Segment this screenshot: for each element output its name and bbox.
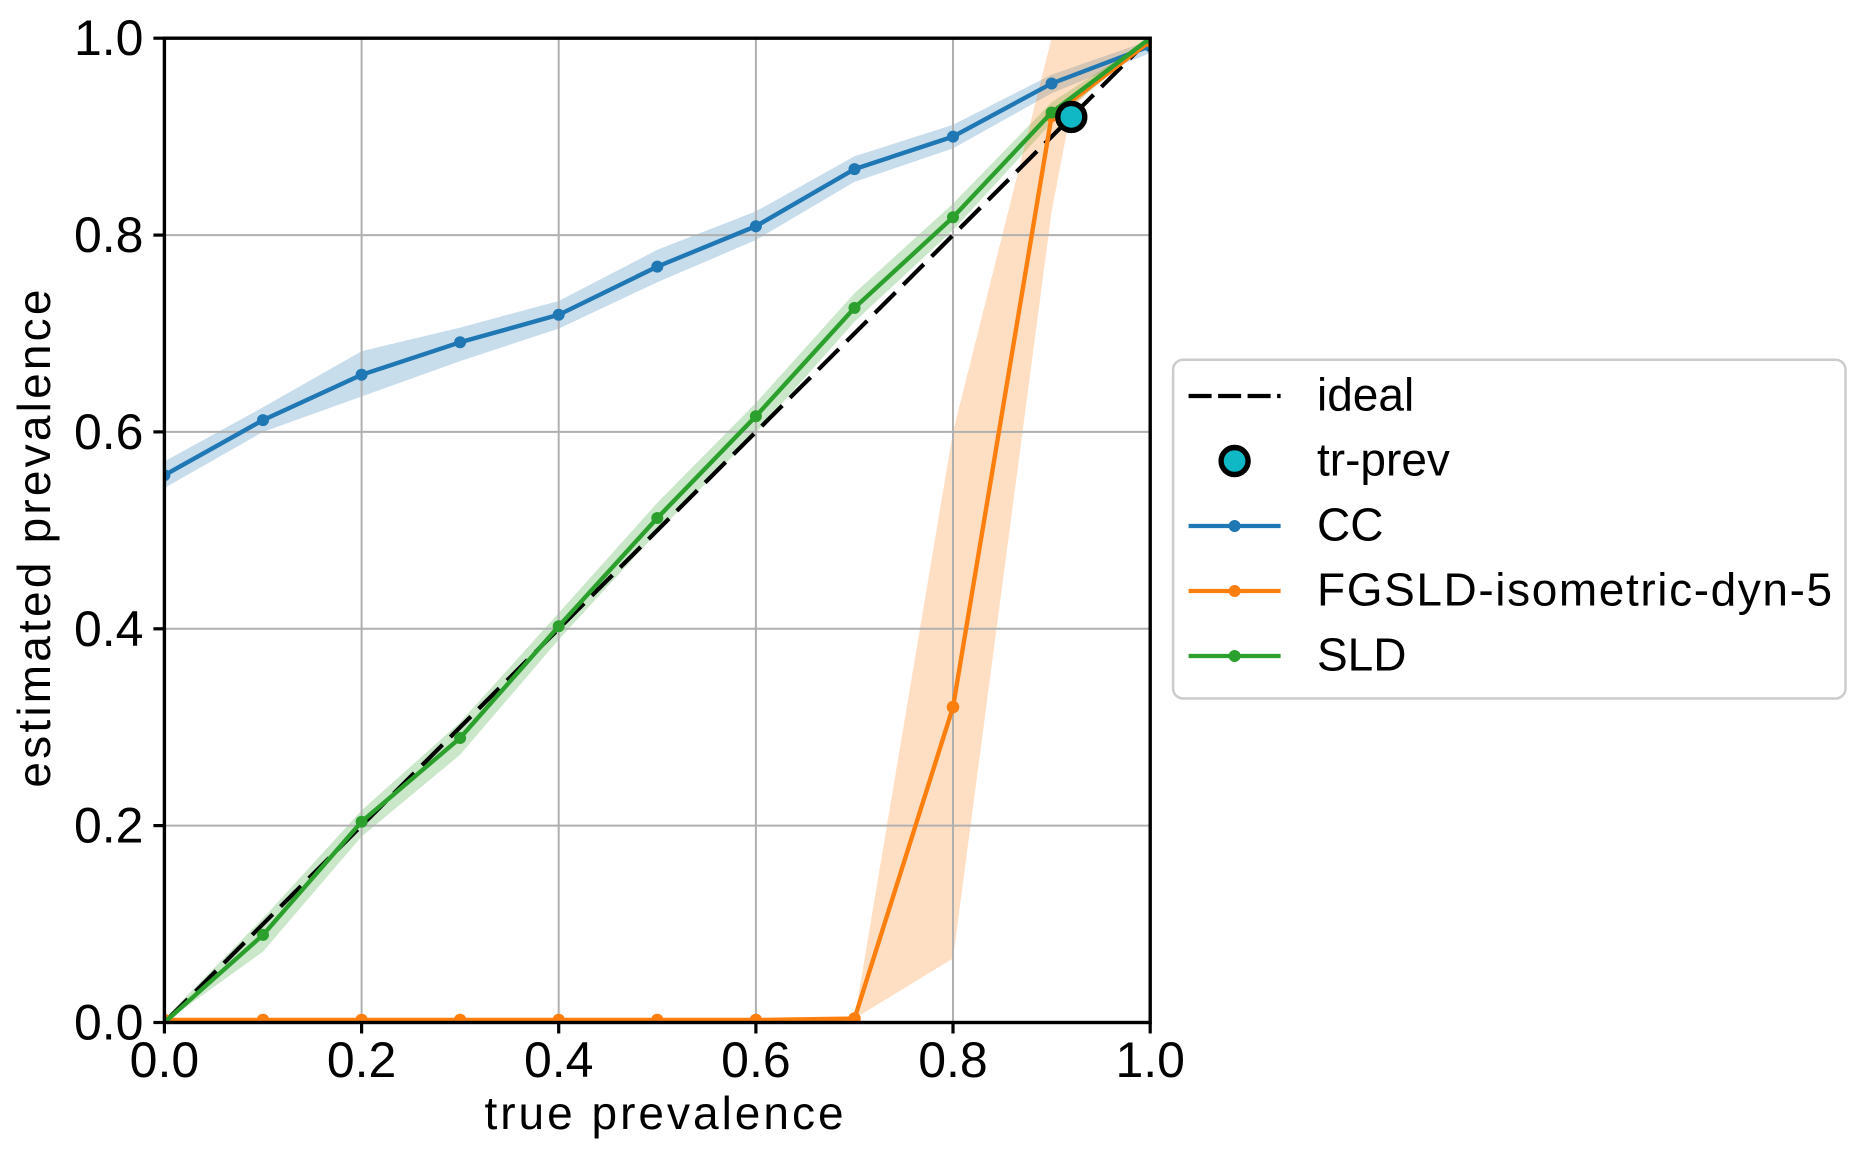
- svg-text:0.6: 0.6: [74, 404, 144, 460]
- svg-text:tr-prev: tr-prev: [1317, 434, 1450, 486]
- svg-text:ideal: ideal: [1317, 369, 1414, 421]
- svg-text:0.2: 0.2: [327, 1032, 397, 1088]
- svg-text:true prevalence: true prevalence: [484, 1087, 846, 1139]
- svg-text:FGSLD-isometric-dyn-5: FGSLD-isometric-dyn-5: [1317, 564, 1834, 616]
- svg-text:0.4: 0.4: [74, 601, 144, 657]
- svg-text:0.2: 0.2: [74, 798, 144, 854]
- svg-text:1.0: 1.0: [74, 10, 144, 66]
- svg-text:0.4: 0.4: [524, 1032, 594, 1088]
- svg-text:0.8: 0.8: [918, 1032, 988, 1088]
- svg-text:SLD: SLD: [1317, 629, 1406, 681]
- svg-text:0.8: 0.8: [74, 207, 144, 263]
- svg-text:0.6: 0.6: [721, 1032, 791, 1088]
- svg-text:CC: CC: [1317, 499, 1383, 551]
- svg-text:0.0: 0.0: [74, 995, 144, 1051]
- svg-text:estimated prevalence: estimated prevalence: [8, 286, 60, 787]
- svg-text:0.0: 0.0: [130, 1032, 200, 1088]
- svg-text:1.0: 1.0: [1115, 1032, 1185, 1088]
